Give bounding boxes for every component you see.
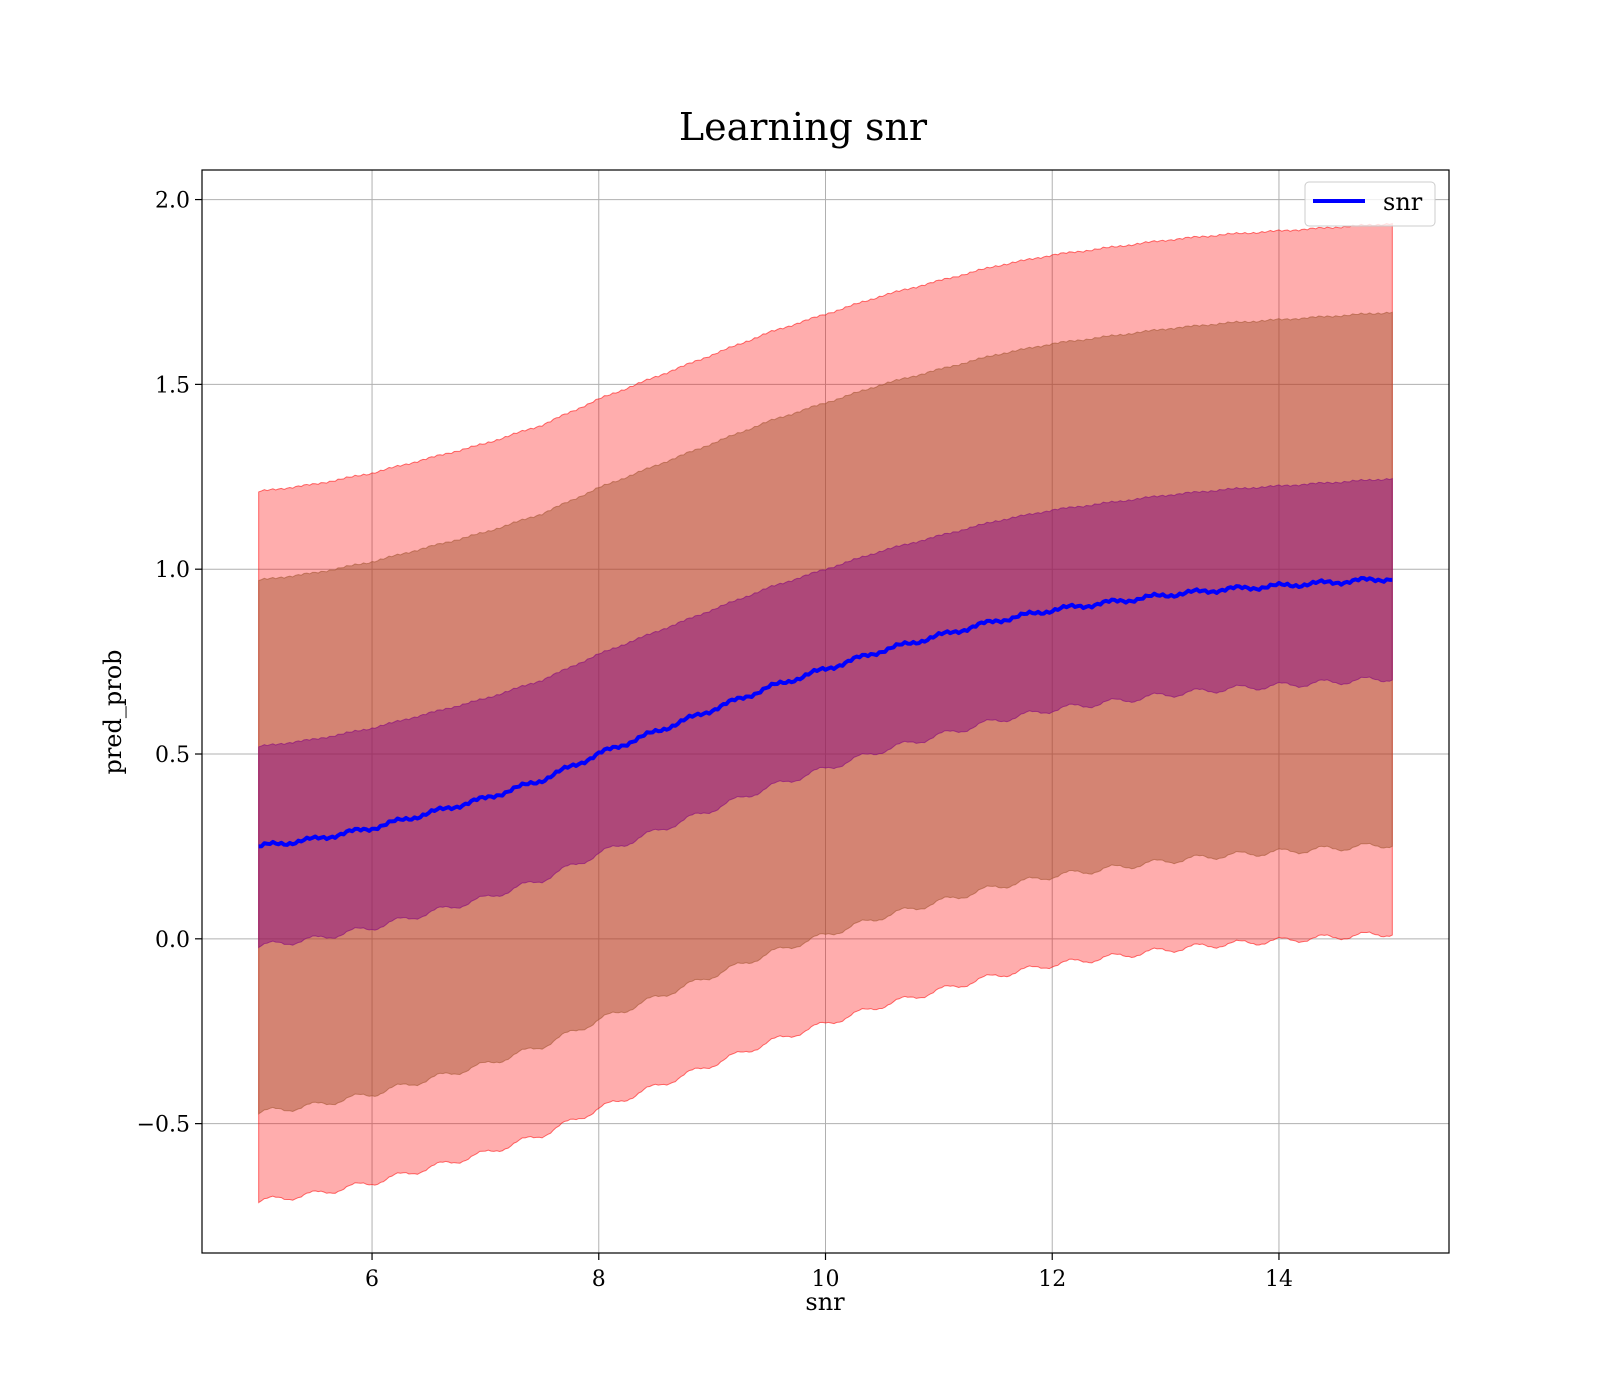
grid-lines	[202, 170, 1449, 1253]
x-tick-label: 10	[812, 1267, 840, 1292]
x-axis-label: snr	[805, 1288, 845, 1316]
legend-box	[1304, 181, 1436, 227]
x-tick-label: 12	[1038, 1267, 1066, 1292]
series-line-snr	[258, 576, 1393, 849]
y-tick-label: 1.5	[155, 373, 190, 398]
series-lines	[258, 576, 1393, 849]
legend: snr	[1304, 181, 1436, 227]
y-axis-ticks: −0.5 0.0 0.5 1.0 1.5 2.0	[137, 189, 202, 1138]
y-tick-label: 0.5	[155, 743, 190, 768]
band-outer	[258, 222, 1393, 1204]
confidence-bands	[258, 222, 1393, 1204]
x-axis-ticks: 6 8 10 12 14	[365, 1253, 1293, 1292]
plot-area	[201, 169, 1450, 1254]
chart-title: Learning snr	[679, 105, 928, 149]
x-tick-label: 8	[592, 1267, 606, 1292]
y-tick-label: 2.0	[155, 189, 190, 214]
y-tick-label: 1.0	[155, 558, 190, 583]
x-tick-label: 6	[365, 1267, 379, 1292]
x-tick-label: 14	[1265, 1267, 1293, 1292]
y-tick-label: 0.0	[155, 928, 190, 953]
y-tick-label: −0.5	[137, 1113, 190, 1138]
band-middle	[258, 311, 1393, 1115]
y-axis-label: pred_prob	[99, 649, 127, 774]
legend-entry-snr: snr	[1383, 188, 1423, 216]
band-inner	[258, 477, 1393, 949]
